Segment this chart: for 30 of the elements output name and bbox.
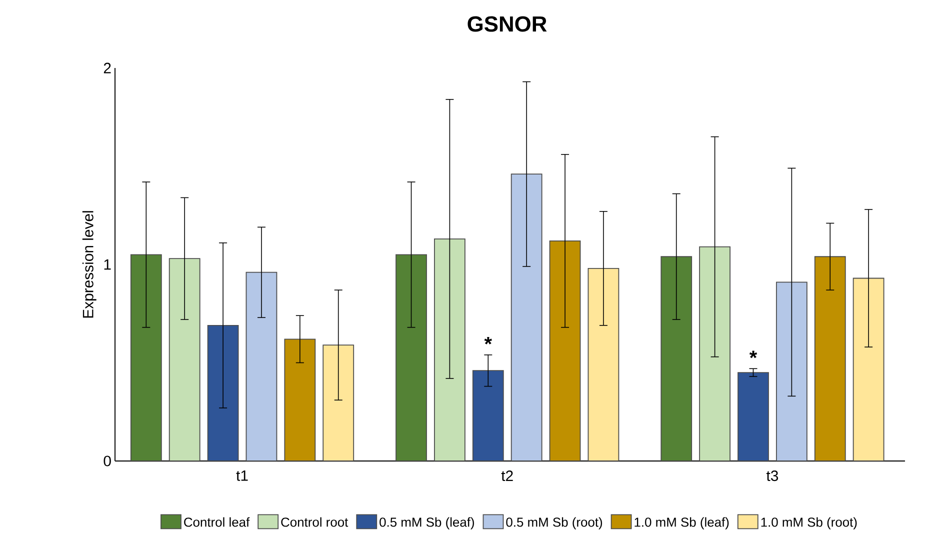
x-tick-label: t2: [501, 470, 513, 482]
bar: [588, 268, 620, 461]
bar: [322, 344, 354, 461]
bar: [472, 370, 504, 461]
bar: [130, 254, 162, 461]
annotation: *: [749, 350, 758, 358]
legend-label: 0.5 mM Sb (root): [506, 517, 602, 530]
bar: [738, 372, 769, 461]
bar: [660, 256, 692, 461]
y-axis-title: Expression level: [82, 211, 96, 318]
bar: [396, 254, 427, 461]
legend-label: Control leaf: [184, 517, 250, 527]
x-tick-label: t1: [236, 470, 248, 481]
legend-label: 1.0 mM Sb (root): [761, 517, 857, 530]
legend-label: Control root: [281, 517, 348, 527]
bar: [549, 240, 581, 461]
x-tick-label: t3: [766, 470, 778, 482]
chart-title: GSNOR: [468, 16, 547, 32]
bar: [284, 338, 316, 461]
bar: [246, 272, 278, 461]
y-tick-label: 2: [104, 62, 111, 74]
y-tick-label: 1: [104, 259, 111, 270]
bar: [168, 258, 200, 461]
annotation: *: [484, 336, 492, 344]
bar: [510, 174, 542, 461]
bar: [814, 256, 846, 461]
legend-label: 1.0 mM Sb (leaf): [634, 517, 729, 530]
bar: [852, 278, 884, 461]
legend-label: 0.5 mM Sb (leaf): [380, 517, 474, 530]
y-tick-label: 0: [104, 456, 111, 466]
